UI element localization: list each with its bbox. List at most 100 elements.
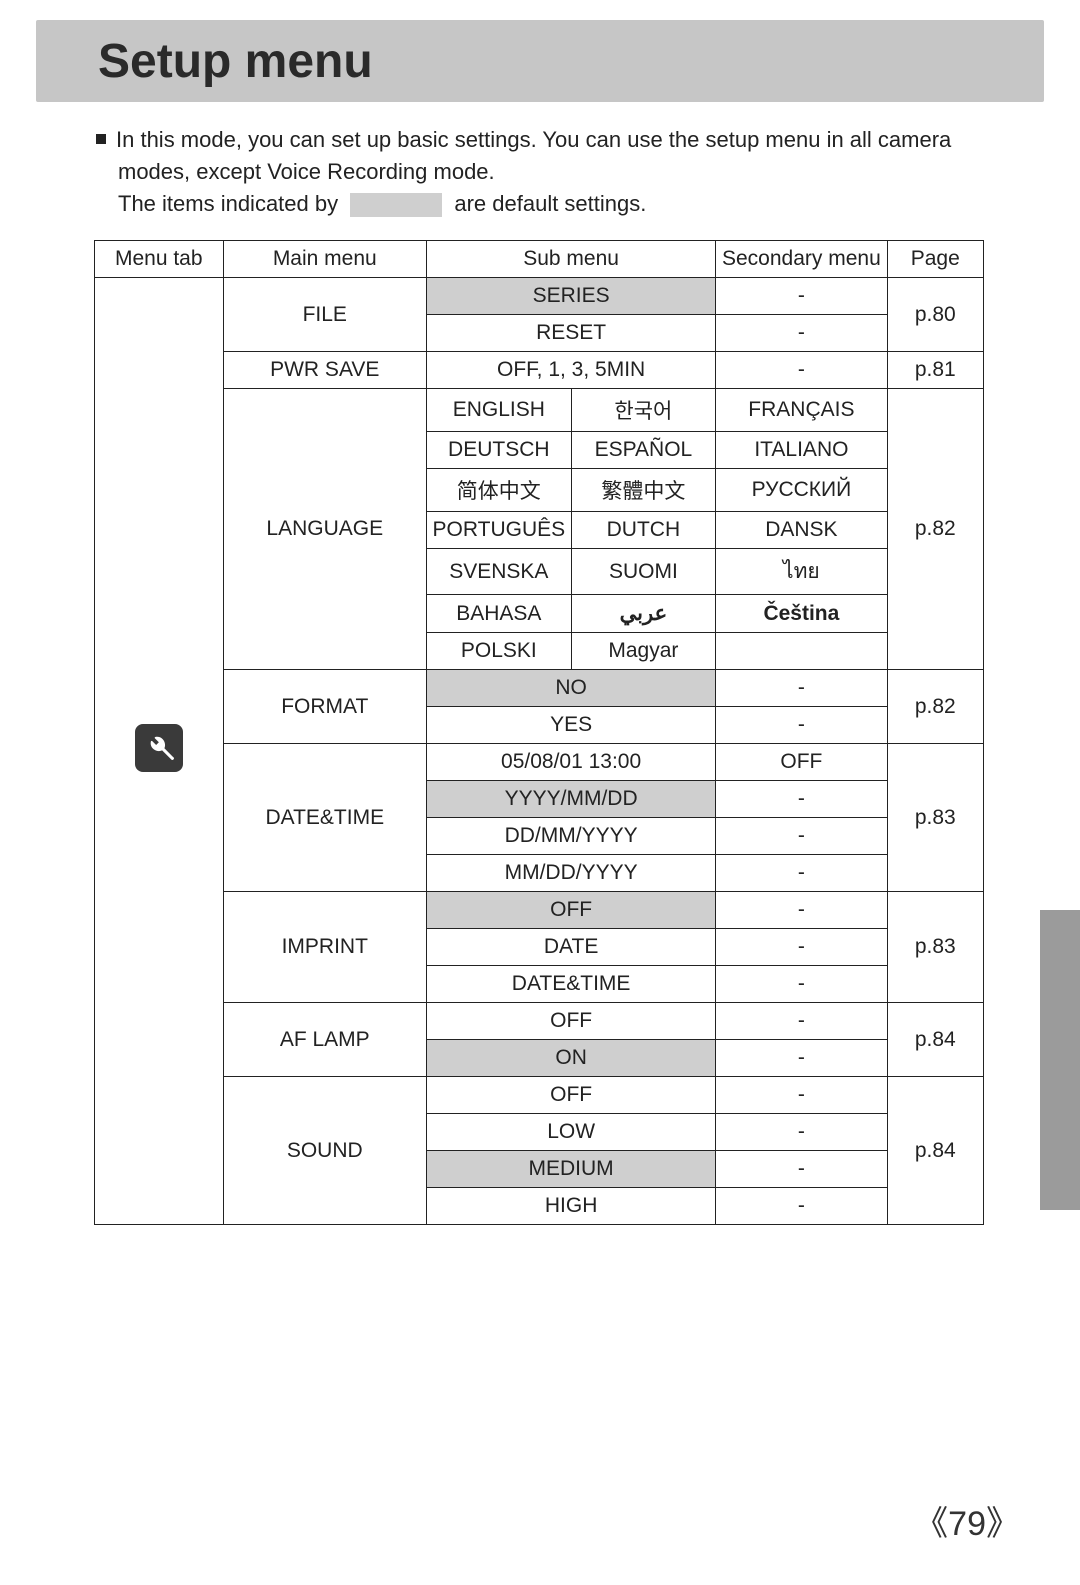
lang-czech: Čeština (716, 595, 887, 633)
secondary-dash: - (716, 315, 887, 352)
sub-date: DATE (427, 929, 716, 966)
secondary-dash: - (716, 1077, 887, 1114)
sub-dt-example: 05/08/01 13:00 (427, 744, 716, 781)
page-p83b: p.83 (887, 892, 983, 1003)
table-row: IMPRINT OFF - p.83 (95, 892, 984, 929)
table-row: PWR SAVE OFF, 1, 3, 5MIN - p.81 (95, 352, 984, 389)
secondary-off: OFF (716, 744, 887, 781)
lang-sim-chinese: 简体中文 (427, 469, 572, 512)
header-main-menu: Main menu (223, 241, 427, 278)
secondary-dash: - (716, 1003, 887, 1040)
sub-no: NO (427, 670, 716, 707)
lang-arabic: عربي (571, 595, 716, 633)
lang-magyar: Magyar (571, 633, 716, 670)
title-band: Setup menu (36, 20, 1044, 102)
sub-low: LOW (427, 1114, 716, 1151)
sub-dt-mdy: MM/DD/YYYY (427, 855, 716, 892)
sub-off2: OFF (427, 1003, 716, 1040)
page-p82: p.82 (887, 389, 983, 670)
secondary-dash: - (716, 929, 887, 966)
setup-menu-table: Menu tab Main menu Sub menu Secondary me… (94, 240, 984, 1225)
lang-russian: РУССКИЙ (716, 469, 887, 512)
secondary-dash: - (716, 278, 887, 315)
default-swatch (350, 193, 442, 217)
page-p83a: p.83 (887, 744, 983, 892)
secondary-dash: - (716, 1188, 887, 1225)
header-sub-menu: Sub menu (427, 241, 716, 278)
intro-line1a: In this mode, you can set up basic setti… (116, 127, 951, 152)
page: Setup menu In this mode, you can set up … (0, 0, 1080, 1585)
main-sound: SOUND (223, 1077, 427, 1225)
lang-italiano: ITALIANO (716, 432, 887, 469)
table-row: FILE SERIES - p.80 (95, 278, 984, 315)
table-header-row: Menu tab Main menu Sub menu Secondary me… (95, 241, 984, 278)
page-p84a: p.84 (887, 1003, 983, 1077)
sub-high: HIGH (427, 1188, 716, 1225)
lang-thai: ไทย (716, 549, 887, 595)
lang-trad-chinese: 繁體中文 (571, 469, 716, 512)
lang-dansk: DANSK (716, 512, 887, 549)
secondary-dash: - (716, 892, 887, 929)
lang-portugues: PORTUGUÊS (427, 512, 572, 549)
secondary-dash: - (716, 855, 887, 892)
page-title: Setup menu (98, 34, 373, 89)
menu-tab-cell (95, 278, 224, 1225)
table-row: LANGUAGE ENGLISH 한국어 FRANÇAIS p.82 (95, 389, 984, 432)
sub-date-time: DATE&TIME (427, 966, 716, 1003)
sub-on: ON (427, 1040, 716, 1077)
table-row: SOUND OFF - p.84 (95, 1077, 984, 1114)
secondary-dash: - (716, 818, 887, 855)
page-p81: p.81 (887, 352, 983, 389)
lang-english: ENGLISH (427, 389, 572, 432)
wrench-icon (135, 724, 183, 772)
lang-blank (716, 633, 887, 670)
sub-pwr-save: OFF, 1, 3, 5MIN (427, 352, 716, 389)
secondary-dash: - (716, 1114, 887, 1151)
lang-deutsch: DEUTSCH (427, 432, 572, 469)
main-date-time: DATE&TIME (223, 744, 427, 892)
sub-dt-dmy: DD/MM/YYYY (427, 818, 716, 855)
sub-off3: OFF (427, 1077, 716, 1114)
secondary-dash: - (716, 966, 887, 1003)
side-tab (1040, 910, 1080, 1210)
main-format: FORMAT (223, 670, 427, 744)
secondary-dash: - (716, 1151, 887, 1188)
lang-svenska: SVENSKA (427, 549, 572, 595)
lang-korean: 한국어 (571, 389, 716, 432)
lang-francais: FRANÇAIS (716, 389, 887, 432)
lang-espanol: ESPAÑOL (571, 432, 716, 469)
main-pwr-save: PWR SAVE (223, 352, 427, 389)
intro-line2-before: The items indicated by (118, 191, 338, 216)
lang-polski: POLSKI (427, 633, 572, 670)
page-number: 《79》 (914, 1496, 1020, 1545)
bullet-icon (96, 134, 106, 144)
intro-line2-after: are default settings. (454, 191, 646, 216)
secondary-dash: - (716, 781, 887, 818)
lang-bahasa: BAHASA (427, 595, 572, 633)
main-file: FILE (223, 278, 427, 352)
sub-medium: MEDIUM (427, 1151, 716, 1188)
table-row: FORMAT NO - p.82 (95, 670, 984, 707)
sub-series: SERIES (427, 278, 716, 315)
main-imprint: IMPRINT (223, 892, 427, 1003)
sub-off: OFF (427, 892, 716, 929)
page-p80: p.80 (887, 278, 983, 352)
main-language: LANGUAGE (223, 389, 427, 670)
secondary-dash: - (716, 352, 887, 389)
page-p84b: p.84 (887, 1077, 983, 1225)
main-af-lamp: AF LAMP (223, 1003, 427, 1077)
lang-dutch: DUTCH (571, 512, 716, 549)
header-page: Page (887, 241, 983, 278)
header-secondary-menu: Secondary menu (716, 241, 887, 278)
lang-suomi: SUOMI (571, 549, 716, 595)
page-p82b: p.82 (887, 670, 983, 744)
header-menu-tab: Menu tab (95, 241, 224, 278)
secondary-dash: - (716, 670, 887, 707)
intro-text: In this mode, you can set up basic setti… (96, 124, 1020, 220)
sub-dt-ymd: YYYY/MM/DD (427, 781, 716, 818)
table-row: DATE&TIME 05/08/01 13:00 OFF p.83 (95, 744, 984, 781)
table-row: AF LAMP OFF - p.84 (95, 1003, 984, 1040)
sub-reset: RESET (427, 315, 716, 352)
secondary-dash: - (716, 1040, 887, 1077)
sub-yes: YES (427, 707, 716, 744)
